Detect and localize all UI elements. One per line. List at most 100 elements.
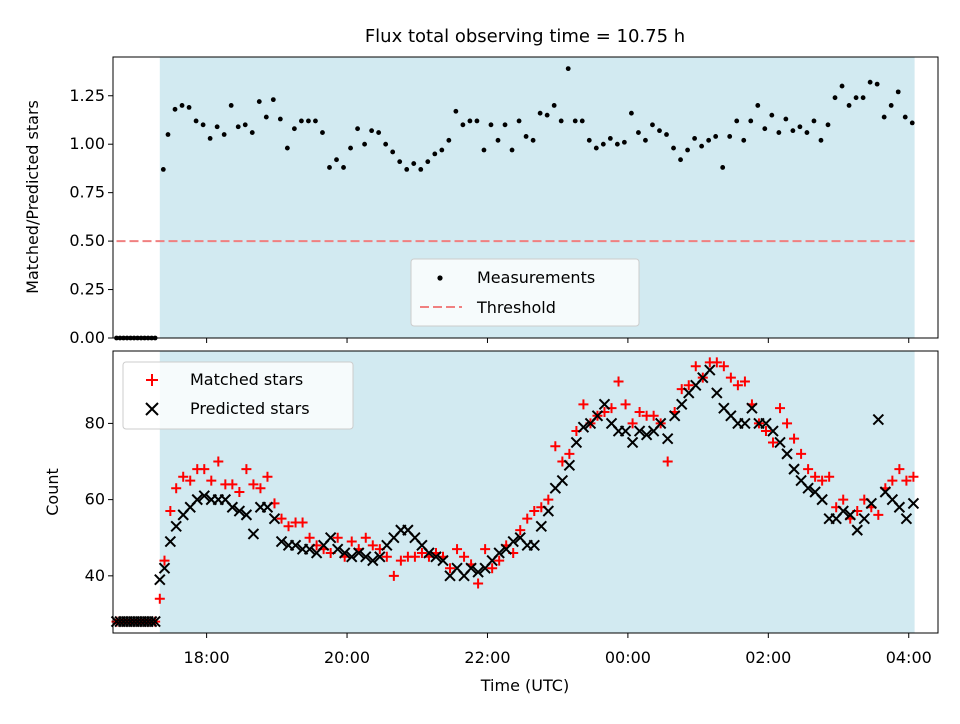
measurement-point bbox=[671, 145, 676, 151]
measurement-point bbox=[320, 130, 325, 135]
measurement-point bbox=[867, 79, 873, 85]
bottom-y-ticks: 40 60 80 bbox=[85, 413, 113, 585]
measurement-point bbox=[460, 122, 466, 128]
bottom-legend: Matched stars Predicted stars bbox=[122, 361, 354, 430]
matched-star-point bbox=[178, 471, 189, 482]
measurement-point bbox=[706, 137, 712, 143]
measurement-point bbox=[327, 165, 332, 170]
matched-star-point bbox=[718, 361, 729, 372]
predicted-star-point bbox=[353, 547, 365, 559]
predicted-star-point bbox=[872, 413, 885, 426]
measurement-point bbox=[474, 118, 480, 124]
matched-star-point bbox=[725, 372, 736, 383]
matched-star-point bbox=[159, 555, 170, 566]
predicted-star-point bbox=[145, 615, 158, 628]
predicted-star-point bbox=[619, 425, 632, 437]
predicted-star-point bbox=[542, 505, 555, 517]
measurement-point bbox=[362, 141, 367, 147]
measurement-point bbox=[895, 89, 901, 95]
matched-star-point bbox=[494, 555, 505, 566]
bottom-y-tick-label: 80 bbox=[85, 413, 105, 432]
matched-star-point bbox=[760, 426, 771, 437]
bottom-y-tick-label: 40 bbox=[85, 566, 105, 585]
predicted-star-point bbox=[465, 562, 477, 574]
predicted-star-point bbox=[746, 402, 758, 414]
measurement-point bbox=[741, 137, 747, 143]
measurement-point bbox=[713, 134, 719, 139]
predicted-star-point bbox=[704, 364, 716, 376]
predicted-star-point bbox=[907, 497, 920, 510]
predicted-star-point bbox=[858, 512, 870, 525]
measurement-point bbox=[369, 128, 375, 134]
matched-star-point bbox=[796, 448, 807, 459]
matched-star-point bbox=[262, 471, 273, 482]
measurement-point bbox=[277, 116, 283, 122]
predicted-star-point bbox=[507, 535, 519, 548]
matched-star-point bbox=[789, 433, 800, 444]
measurement-point bbox=[811, 118, 817, 124]
measurement-point bbox=[664, 132, 669, 137]
legend-predicted-label: Predicted stars bbox=[190, 399, 310, 418]
matched-star-point bbox=[824, 471, 835, 482]
top-panel: 0.00 0.25 0.50 0.75 1.00 1.25 Matched/Predict… bbox=[23, 56, 939, 347]
matched-star-point bbox=[409, 551, 420, 562]
measurement-point bbox=[572, 118, 578, 124]
measurement-point bbox=[804, 130, 810, 135]
predicted-star-point bbox=[430, 551, 442, 563]
measurement-point bbox=[643, 137, 648, 143]
top-y-ticks: 0.00 0.25 0.50 0.75 1.00 1.25 bbox=[69, 86, 113, 347]
measurement-point bbox=[495, 137, 501, 143]
predicted-star-point bbox=[844, 509, 856, 521]
measurement-point bbox=[263, 114, 269, 120]
measurement-point bbox=[270, 97, 276, 103]
predicted-star-point bbox=[556, 474, 569, 487]
measurement-point bbox=[825, 122, 831, 128]
bottom-y-tick-label: 60 bbox=[85, 490, 105, 509]
measurement-point bbox=[678, 157, 683, 163]
measurement-point bbox=[755, 103, 761, 108]
top-y-tick-label: 0.00 bbox=[69, 328, 105, 347]
matched-star-point bbox=[775, 403, 786, 414]
matched-star-point bbox=[838, 494, 849, 505]
chart-title: Flux total observing time = 10.75 h bbox=[365, 26, 685, 47]
measurement-point bbox=[621, 139, 627, 145]
measurement-point bbox=[425, 159, 431, 165]
measurement-point bbox=[776, 130, 782, 135]
matched-star-point bbox=[480, 544, 491, 555]
predicted-star-point bbox=[767, 425, 779, 437]
measurement-point bbox=[832, 95, 838, 101]
predicted-star-point bbox=[739, 417, 751, 430]
matched-star-point bbox=[739, 376, 750, 387]
matched-star-point bbox=[683, 380, 694, 391]
predicted-star-point bbox=[668, 410, 681, 422]
bottom-legend-box bbox=[122, 361, 354, 430]
predicted-star-point bbox=[170, 520, 182, 533]
predicted-star-point bbox=[247, 528, 260, 540]
measurement-point bbox=[160, 167, 166, 172]
measurement-point bbox=[565, 66, 571, 72]
predicted-star-point bbox=[626, 436, 639, 449]
bottom-y-axis-label: Count bbox=[43, 468, 62, 516]
matched-star-point bbox=[908, 471, 919, 482]
predicted-star-point bbox=[360, 551, 372, 563]
measurement-point bbox=[797, 124, 803, 130]
predicted-star-point bbox=[268, 512, 281, 525]
measurement-point bbox=[629, 110, 634, 116]
measurement-point bbox=[902, 114, 908, 120]
predicted-star-point bbox=[338, 547, 351, 559]
measurement-point bbox=[888, 103, 894, 108]
measurement-point bbox=[600, 141, 606, 147]
predicted-star-point bbox=[676, 398, 688, 411]
legend-measurements-label: Measurements bbox=[477, 268, 595, 287]
matched-star-point bbox=[522, 513, 533, 524]
matched-star-point bbox=[578, 399, 589, 410]
matched-star-point bbox=[255, 483, 266, 494]
measurement-point bbox=[341, 165, 346, 170]
bottom-x-tick-label: 02:00 bbox=[745, 648, 791, 667]
bottom-frame bbox=[112, 350, 939, 634]
predicted-star-point bbox=[865, 497, 878, 510]
matched-star-point bbox=[487, 563, 498, 574]
matched-star-point bbox=[234, 487, 245, 497]
measurement-point bbox=[783, 116, 789, 122]
